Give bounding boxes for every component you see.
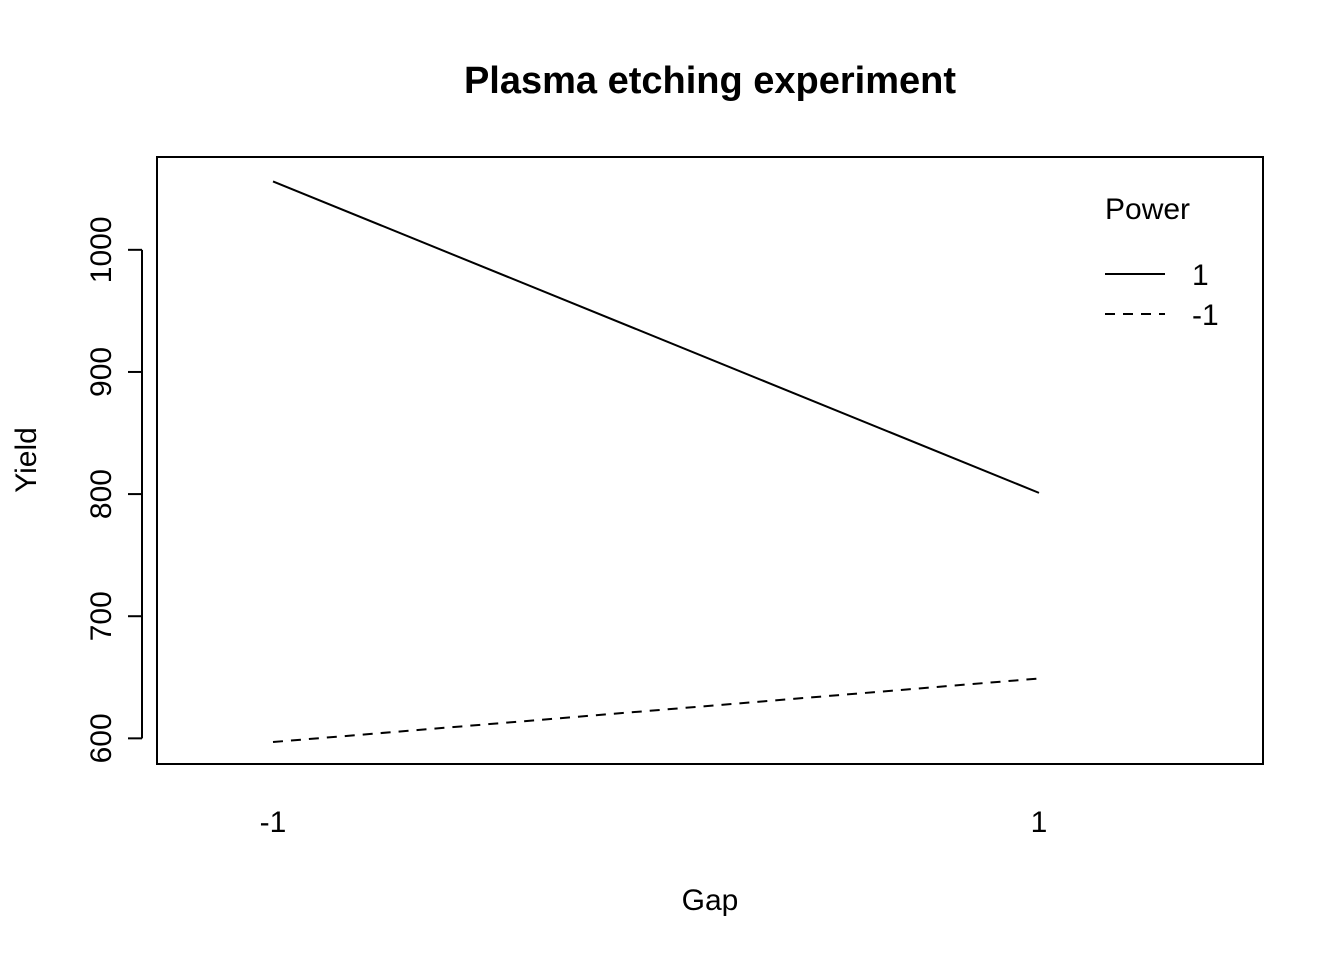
x-tick-label-1: 1 (1031, 806, 1048, 839)
x-tick-label-0: -1 (260, 806, 287, 839)
series-1-line (272, 677, 1040, 744)
y-tick-label-0: 600 (85, 713, 118, 763)
series-0-line (272, 180, 1040, 494)
plot-frame (156, 156, 1264, 765)
x-axis-label: Gap (682, 884, 739, 917)
y-tick-label-3: 900 (85, 347, 118, 397)
y-axis-label: Yield (10, 427, 43, 493)
y-axis: 600 700 800 900 1000 (85, 216, 143, 763)
legend-label-0: 1 (1192, 259, 1209, 292)
y-tick-label-2: 800 (85, 469, 118, 519)
x-axis: -1 1 (260, 806, 1048, 839)
y-tick-label-4: 1000 (85, 216, 118, 283)
series-lines (272, 180, 1040, 744)
legend-title: Power (1105, 193, 1190, 226)
chart-title: Plasma etching experiment (464, 60, 956, 102)
y-tick-label-1: 700 (85, 591, 118, 641)
legend: Power 1 -1 (1105, 193, 1219, 332)
legend-label-1: -1 (1192, 299, 1219, 332)
